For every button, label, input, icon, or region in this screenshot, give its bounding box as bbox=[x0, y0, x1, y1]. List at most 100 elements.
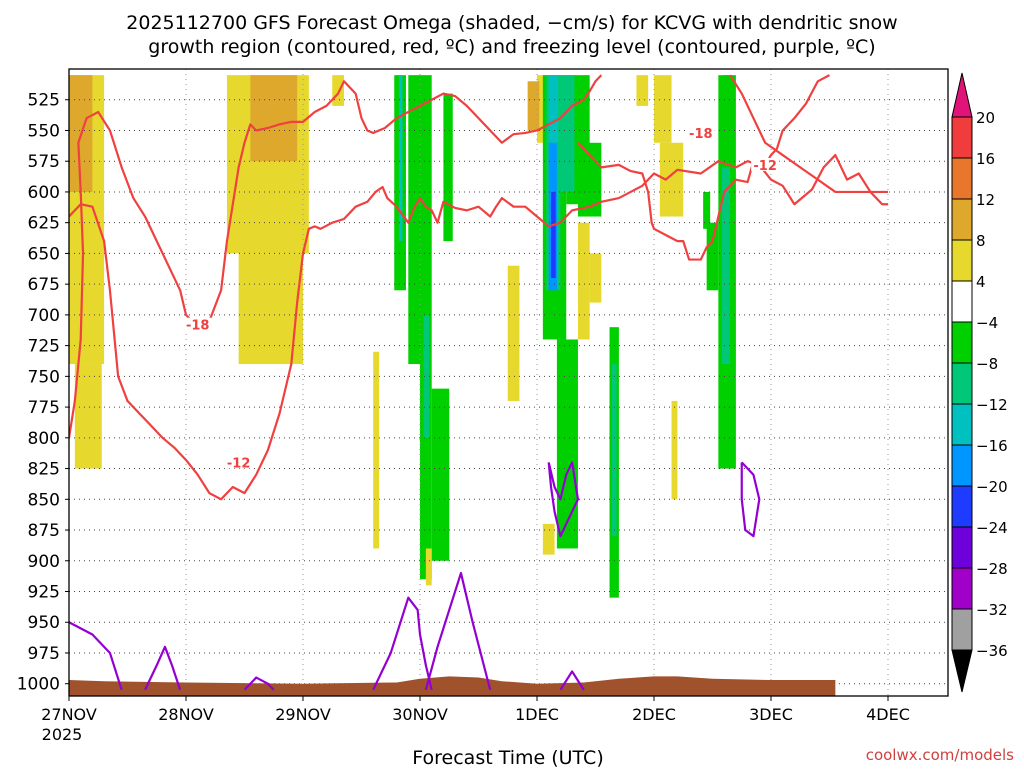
colorbar-bin bbox=[951, 116, 973, 159]
colorbar-tick-label: −16 bbox=[976, 437, 1008, 455]
chart-title-line-1: 2025112700 GFS Forecast Omega (shaded, −… bbox=[126, 12, 897, 34]
freezing-level-contour bbox=[740, 461, 761, 538]
omega-shaded-region bbox=[671, 400, 678, 500]
colorbar-bin bbox=[951, 608, 973, 651]
omega-shaded-region bbox=[423, 314, 430, 438]
colorbar-bin bbox=[951, 403, 973, 446]
x-axis-title: Forecast Time (UTC) bbox=[412, 747, 603, 768]
colorbar-tick-label: −4 bbox=[976, 314, 998, 332]
omega-shaded-region bbox=[332, 75, 344, 106]
plot-area-frame bbox=[68, 68, 949, 697]
colorbar-tick-label: −32 bbox=[976, 601, 1008, 619]
x-tick-label: 28NOV bbox=[158, 705, 214, 724]
omega-shaded-region bbox=[542, 523, 555, 555]
omega-shaded-region bbox=[431, 388, 450, 561]
y-tick-label: 650 bbox=[28, 244, 60, 264]
omega-shaded-region bbox=[425, 548, 432, 586]
freezing-level-contour bbox=[424, 571, 492, 691]
freezing-level-contour bbox=[547, 461, 580, 538]
y-tick-label: 1000 bbox=[17, 675, 60, 695]
freezing-level-contour bbox=[144, 645, 182, 691]
colorbar-tick-label: −8 bbox=[976, 355, 998, 373]
y-tick-label: 800 bbox=[28, 429, 60, 449]
omega-shaded-region bbox=[507, 265, 520, 401]
colorbar-bin bbox=[951, 280, 973, 323]
x-tick-label: 2DEC bbox=[632, 705, 676, 724]
colorbar-tick-label: −20 bbox=[976, 478, 1008, 496]
omega-shaded-region bbox=[560, 75, 575, 192]
colorbar-tick-label: −36 bbox=[976, 642, 1008, 660]
colorbar-tick-label: 16 bbox=[976, 150, 995, 168]
x-axis-time: 27NOV 28NOV 29NOV 30NOV 1DEC 2DEC 3DEC 4DEC bbox=[41, 696, 910, 724]
x-tick-label: 30NOV bbox=[392, 705, 448, 724]
y-tick-label: 550 bbox=[28, 121, 60, 141]
colorbar-bin bbox=[951, 526, 973, 569]
y-tick-label: 625 bbox=[28, 214, 60, 234]
contour-label: -12 bbox=[227, 456, 251, 471]
y-tick-label: 775 bbox=[28, 398, 60, 418]
y-tick-label: 675 bbox=[28, 275, 60, 295]
colorbar-tick-label: 4 bbox=[976, 273, 986, 291]
contour-label-background bbox=[183, 317, 212, 331]
dendritic-growth-contour bbox=[69, 153, 888, 501]
y-tick-label: 975 bbox=[28, 644, 60, 664]
contour-layer: -12 -18 -18 -12 bbox=[69, 74, 888, 691]
omega-shaded-region bbox=[654, 75, 672, 143]
freezing-level-contour bbox=[69, 621, 123, 691]
contour-label-background bbox=[224, 455, 253, 469]
colorbar-bin bbox=[951, 321, 973, 364]
omega-shaded-region bbox=[408, 75, 420, 365]
dendritic-growth-contour bbox=[729, 74, 888, 194]
x-axis-year-label: 2025 bbox=[42, 725, 83, 744]
y-tick-label: 600 bbox=[28, 183, 60, 203]
y-tick-label: 525 bbox=[28, 91, 60, 111]
contour-label: -18 bbox=[186, 319, 210, 334]
omega-shaded-region bbox=[398, 75, 403, 242]
source-credit: coolwx.com/models bbox=[866, 746, 1014, 764]
x-tick-label: 4DEC bbox=[866, 705, 910, 724]
colorbar-tick-label: −24 bbox=[976, 519, 1008, 537]
y-tick-label: 750 bbox=[28, 367, 60, 387]
colorbar-tick-label: 8 bbox=[976, 232, 986, 250]
omega-shaded-region bbox=[250, 75, 298, 162]
y-tick-label: 925 bbox=[28, 583, 60, 603]
surface-terrain bbox=[69, 676, 836, 696]
y-tick-label: 875 bbox=[28, 521, 60, 541]
x-tick-label: 3DEC bbox=[749, 705, 793, 724]
y-tick-label: 900 bbox=[28, 552, 60, 572]
omega-shaded-region bbox=[706, 222, 719, 291]
chart-title-line-2: growth region (contoured, red, ºC) and f… bbox=[148, 36, 875, 58]
colorbar-bin bbox=[951, 567, 973, 610]
omega-shaded-region bbox=[724, 75, 731, 106]
colorbar-top-arrow bbox=[951, 72, 973, 118]
colorbar-tick-label: 20 bbox=[976, 109, 995, 127]
omega-shaded-region bbox=[527, 81, 540, 131]
colorbar-bin bbox=[951, 239, 973, 282]
omega-shaded-region bbox=[659, 142, 684, 217]
y-tick-label: 700 bbox=[28, 306, 60, 326]
colorbar-tick-label: −12 bbox=[976, 396, 1008, 414]
colorbar-tick-label: 12 bbox=[976, 191, 995, 209]
dendritic-growth-contour bbox=[577, 74, 831, 261]
y-tick-label: 850 bbox=[28, 490, 60, 510]
freezing-level-contour bbox=[243, 676, 275, 691]
colorbar-tick-label: −28 bbox=[976, 560, 1008, 578]
contour-label-background bbox=[686, 125, 715, 139]
x-tick-label: 27NOV bbox=[41, 705, 97, 724]
y-tick-label: 825 bbox=[28, 460, 60, 480]
contour-label: -18 bbox=[689, 127, 713, 142]
colorbar-legend: 20 16 12 8 4 −4 −8 −12 −16 −20 −24 −28 −32 −36 bbox=[951, 72, 1008, 693]
y-tick-label: 575 bbox=[28, 152, 60, 172]
freezing-level-contour bbox=[559, 670, 585, 691]
contour-label: -12 bbox=[753, 159, 777, 174]
omega-shaded-region bbox=[589, 253, 602, 303]
omega-shaded-region bbox=[636, 75, 649, 106]
colorbar-bin bbox=[951, 198, 973, 241]
contour-label-background bbox=[751, 157, 780, 171]
terrain-fill bbox=[69, 676, 836, 696]
omega-shaded-region bbox=[721, 167, 731, 365]
x-tick-label: 29NOV bbox=[275, 705, 331, 724]
colorbar-bin bbox=[951, 444, 973, 487]
